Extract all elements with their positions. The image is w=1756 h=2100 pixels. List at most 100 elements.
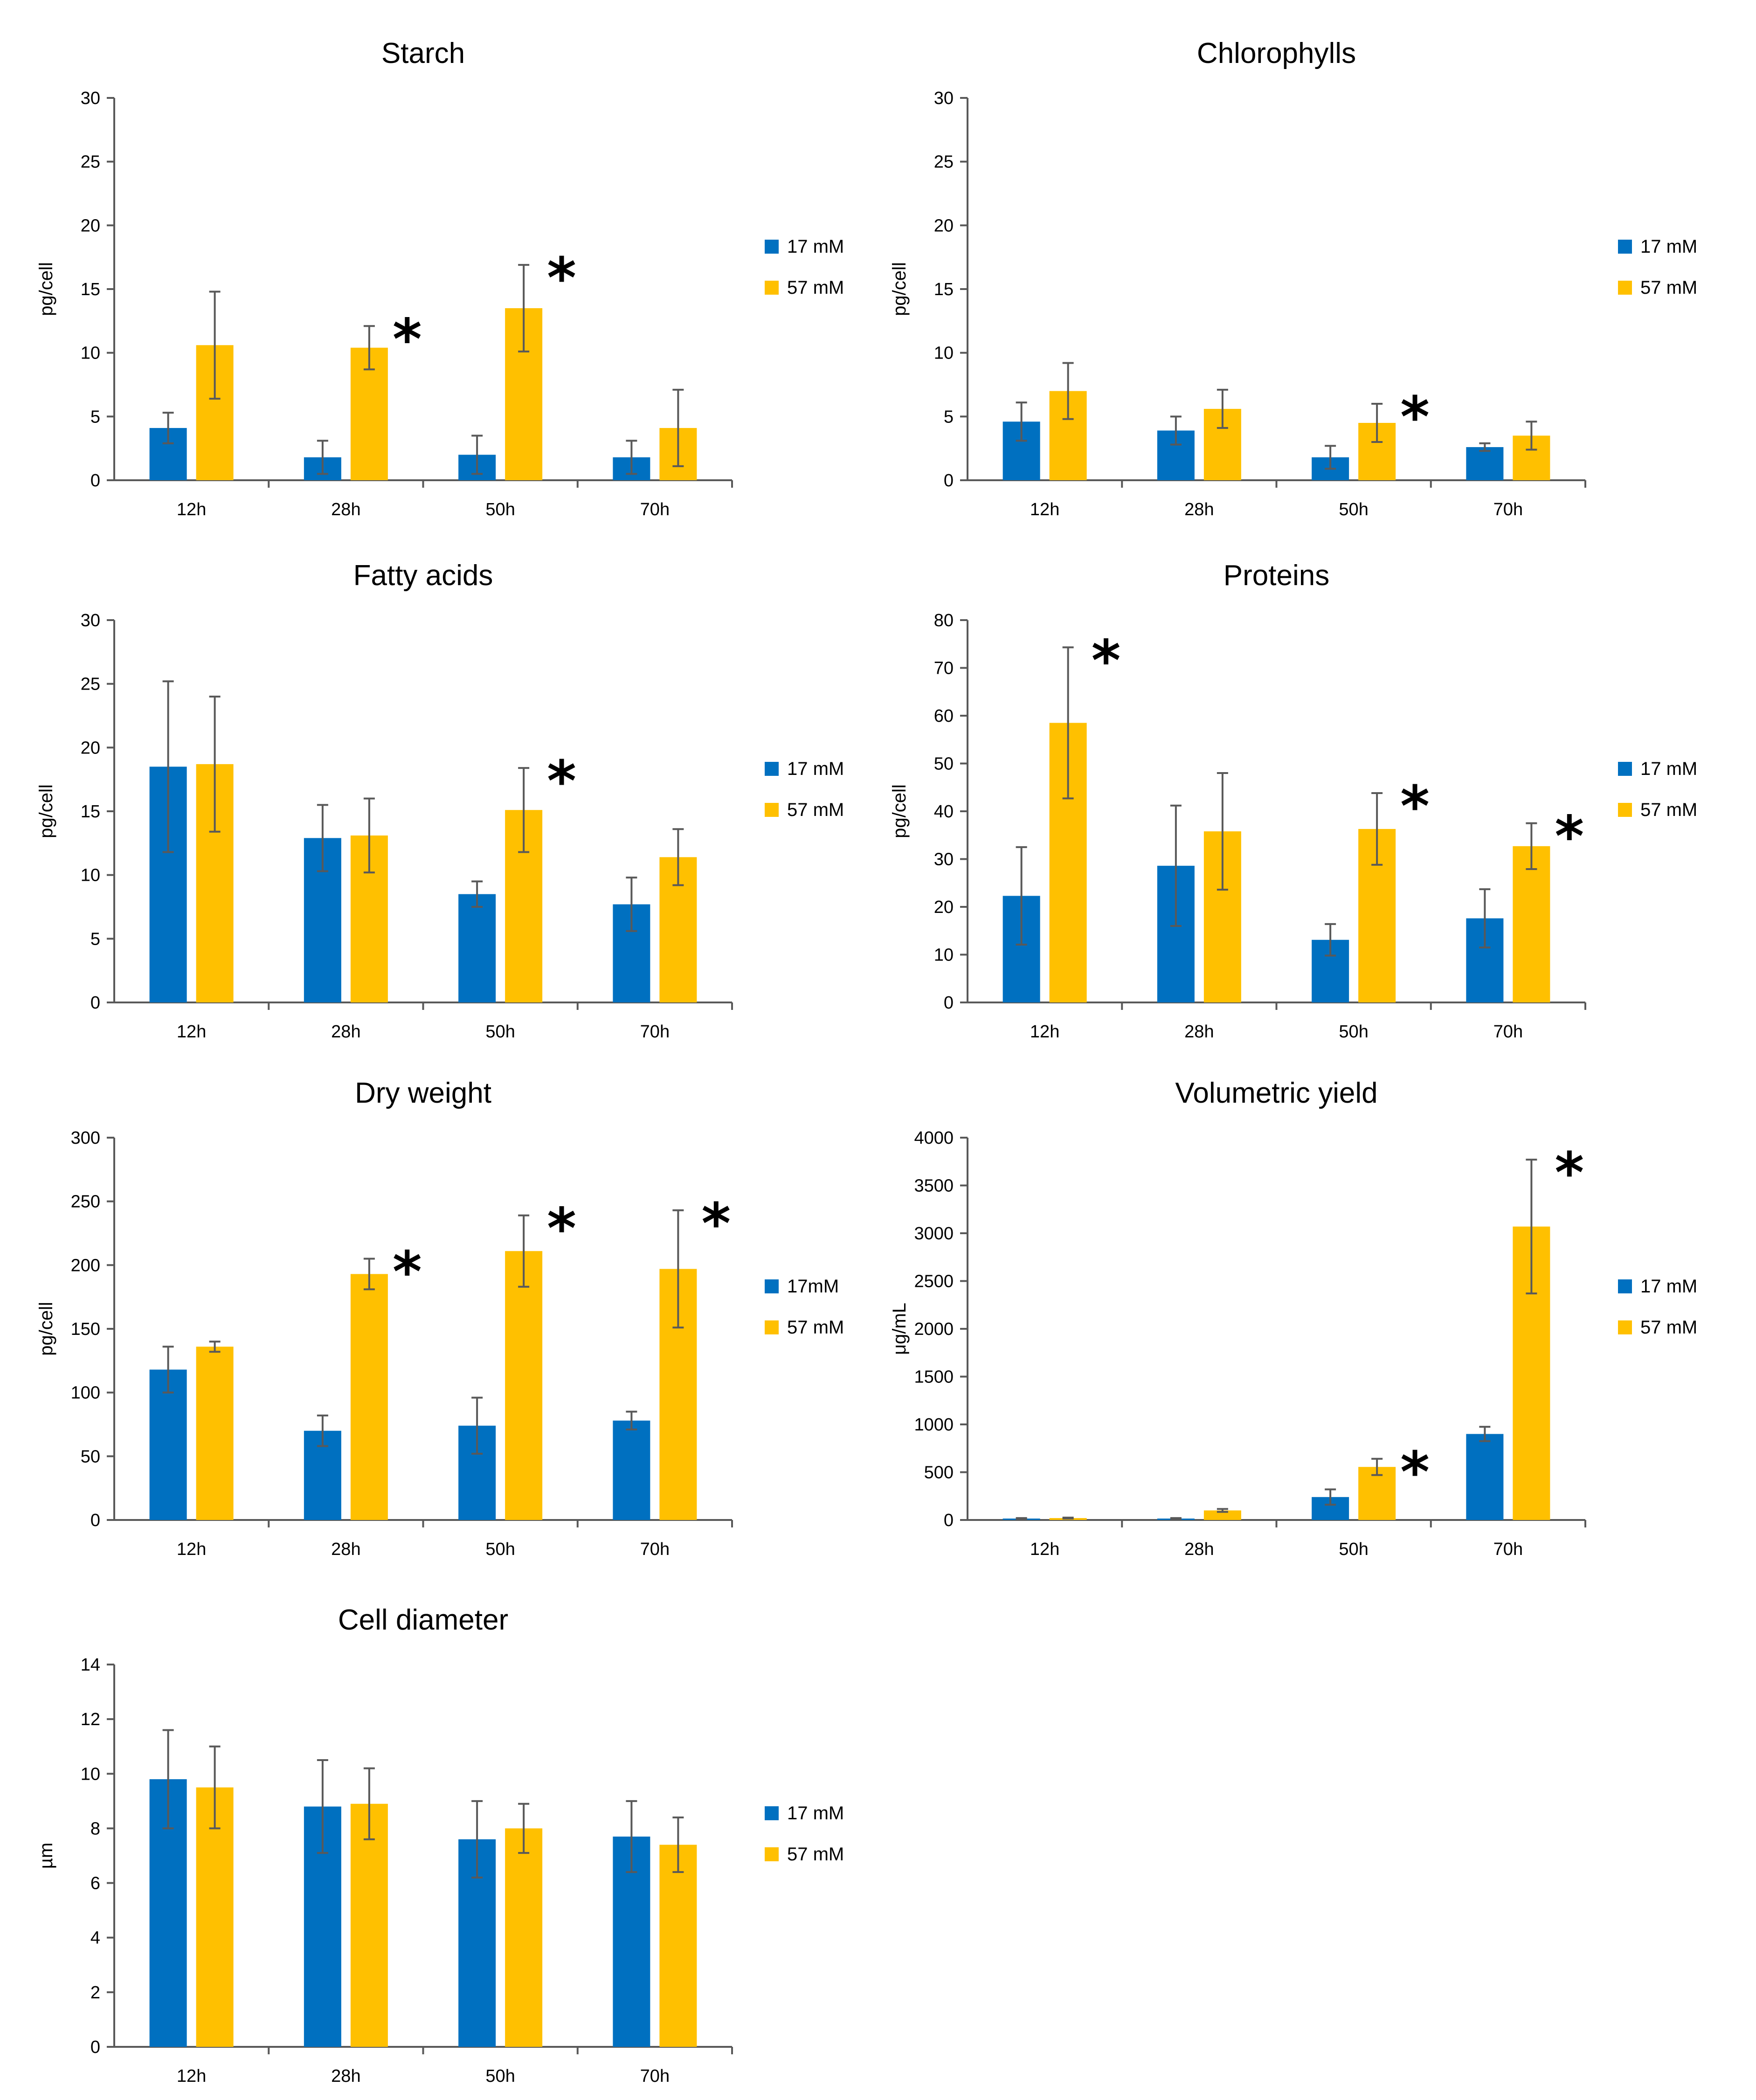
chart-title: Proteins — [1224, 560, 1329, 592]
legend-swatch — [1618, 762, 1632, 776]
y-tick-label: 0 — [90, 2038, 100, 2057]
y-tick-label: 0 — [944, 471, 954, 490]
y-axis-label: pg/cell — [889, 784, 910, 838]
x-tick-label: 12h — [177, 2066, 206, 2086]
legend-label: 17 mM — [787, 1803, 844, 1824]
y-tick-label: 20 — [934, 898, 954, 917]
x-tick-label: 70h — [640, 500, 670, 519]
x-tick-label: 70h — [640, 2066, 670, 2086]
legend-swatch — [1618, 1320, 1632, 1334]
y-tick-label: 80 — [934, 611, 954, 630]
chart-title: Cell diameter — [338, 1604, 508, 1636]
x-tick-label: 28h — [1184, 1540, 1214, 1559]
y-tick-label: 100 — [71, 1383, 100, 1403]
x-tick-label: 70h — [640, 1540, 670, 1559]
chart-title: Starch — [381, 37, 465, 69]
y-tick-label: 0 — [944, 1511, 954, 1530]
y-tick-label: 5 — [90, 929, 100, 949]
bar-series-2-70h — [1513, 846, 1550, 1002]
x-tick-label: 70h — [640, 1022, 670, 1042]
y-axis-label: pg/cell — [36, 784, 56, 838]
y-tick-label: 8 — [90, 1819, 100, 1838]
y-tick-label: 30 — [81, 89, 100, 108]
legend-swatch — [765, 1806, 779, 1820]
y-tick-label: 30 — [934, 850, 954, 870]
y-tick-label: 70 — [934, 659, 954, 678]
x-tick-label: 28h — [1184, 500, 1214, 519]
chart-svg: Cell diameter µm 0 2 4 6 8 10 12 14 12h 28h 50h 70h 17… — [36, 1604, 844, 2086]
significance-asterisk: * — [1400, 385, 1430, 450]
chart-panel-fatty-acids: Fatty acids pg/cell 0 5 10 15 20 25 30 12h 28h 50h 7… — [0, 532, 877, 1054]
legend-swatch — [1618, 1279, 1632, 1293]
x-tick-label: 12h — [177, 1022, 206, 1042]
y-tick-label: 0 — [90, 471, 100, 490]
legend-swatch — [1618, 240, 1632, 254]
legend-label: 57 mM — [787, 277, 844, 298]
chart-svg: Dry weight pg/cell 0 50 100 150 200 250 300 12h 28… — [36, 1077, 844, 1559]
y-tick-label: 20 — [81, 216, 100, 235]
legend-label: 17 mM — [1640, 236, 1697, 257]
y-tick-label: 2500 — [914, 1272, 954, 1292]
y-tick-label: 300 — [71, 1128, 100, 1148]
significance-asterisk: * — [547, 1197, 576, 1262]
x-tick-label: 50h — [1339, 500, 1368, 519]
bar-series-1-70h — [613, 1420, 650, 1520]
x-tick-label: 50h — [485, 2066, 515, 2086]
legend-label: 17 mM — [787, 236, 844, 257]
y-tick-label: 500 — [924, 1463, 954, 1483]
y-axis-label: μg/mL — [889, 1303, 910, 1355]
x-tick-label: 28h — [331, 1022, 360, 1042]
y-tick-label: 50 — [934, 754, 954, 774]
chart-svg: Volumetric yield μg/mL 0 500 1000 1500 2000 250… — [889, 1077, 1697, 1559]
legend-swatch — [1618, 281, 1632, 295]
y-tick-label: 10 — [81, 866, 100, 885]
legend-label: 57 mM — [787, 800, 844, 820]
legend-label: 57 mM — [787, 1317, 844, 1338]
chart-svg: Starch pg/cell 0 5 10 15 20 25 30 12h 28h 50h 70h * * 1… — [36, 37, 844, 519]
y-tick-label: 0 — [944, 993, 954, 1013]
significance-asterisk: * — [1555, 1141, 1584, 1206]
legend-label: 17mM — [787, 1276, 839, 1297]
legend-label: 17 mM — [787, 759, 844, 779]
x-tick-label: 70h — [1493, 1540, 1523, 1559]
y-tick-label: 150 — [71, 1319, 100, 1339]
x-tick-label: 12h — [1030, 500, 1059, 519]
chart-svg: Fatty acids pg/cell 0 5 10 15 20 25 30 12h 28h 50h 7… — [36, 560, 844, 1042]
y-tick-label: 250 — [71, 1192, 100, 1212]
y-tick-label: 15 — [81, 280, 100, 299]
chart-svg: Proteins pg/cell 0 10 20 30 40 50 60 70 80 12h 28h 50… — [889, 560, 1697, 1042]
y-tick-label: 60 — [934, 706, 954, 726]
y-tick-label: 6 — [90, 1874, 100, 1893]
x-tick-label: 12h — [1030, 1022, 1059, 1042]
chart-panel-volumetric-yield: Volumetric yield μg/mL 0 500 1000 1500 2000 250… — [853, 1049, 1730, 1571]
legend-label: 17 mM — [1640, 1276, 1697, 1297]
x-tick-label: 12h — [177, 1540, 206, 1559]
chart-panel-proteins: Proteins pg/cell 0 10 20 30 40 50 60 70 80 12h 28h 50… — [853, 532, 1730, 1054]
y-tick-label: 2000 — [914, 1319, 954, 1339]
y-tick-label: 40 — [934, 802, 954, 822]
y-tick-label: 25 — [81, 152, 100, 172]
legend-swatch — [1618, 803, 1632, 817]
chart-panel-cell-diameter: Cell diameter µm 0 2 4 6 8 10 12 14 12h 28h 50h 70h 17… — [0, 1576, 877, 2098]
bar-series-2-12h — [196, 1347, 234, 1520]
significance-asterisk: * — [1092, 629, 1121, 693]
y-tick-label: 30 — [934, 89, 954, 108]
bar-series-2-50h — [505, 1251, 543, 1520]
legend-label: 57 mM — [1640, 277, 1697, 298]
y-tick-label: 12 — [81, 1710, 100, 1729]
bar-series-2-28h — [1203, 1510, 1241, 1520]
chart-title: Dry weight — [355, 1077, 491, 1109]
significance-asterisk: * — [701, 1192, 731, 1257]
y-tick-label: 5 — [90, 407, 100, 427]
x-tick-label: 50h — [485, 500, 515, 519]
y-tick-label: 3500 — [914, 1176, 954, 1196]
bar-series-1-70h — [1466, 1434, 1504, 1520]
y-tick-label: 10 — [934, 946, 954, 965]
y-tick-label: 10 — [81, 1764, 100, 1784]
bar-series-2-28h — [350, 1274, 388, 1520]
legend-swatch — [765, 281, 779, 295]
significance-asterisk: * — [1555, 805, 1584, 870]
chart-title: Volumetric yield — [1175, 1077, 1377, 1109]
legend-swatch — [765, 1279, 779, 1293]
x-tick-label: 28h — [331, 500, 360, 519]
